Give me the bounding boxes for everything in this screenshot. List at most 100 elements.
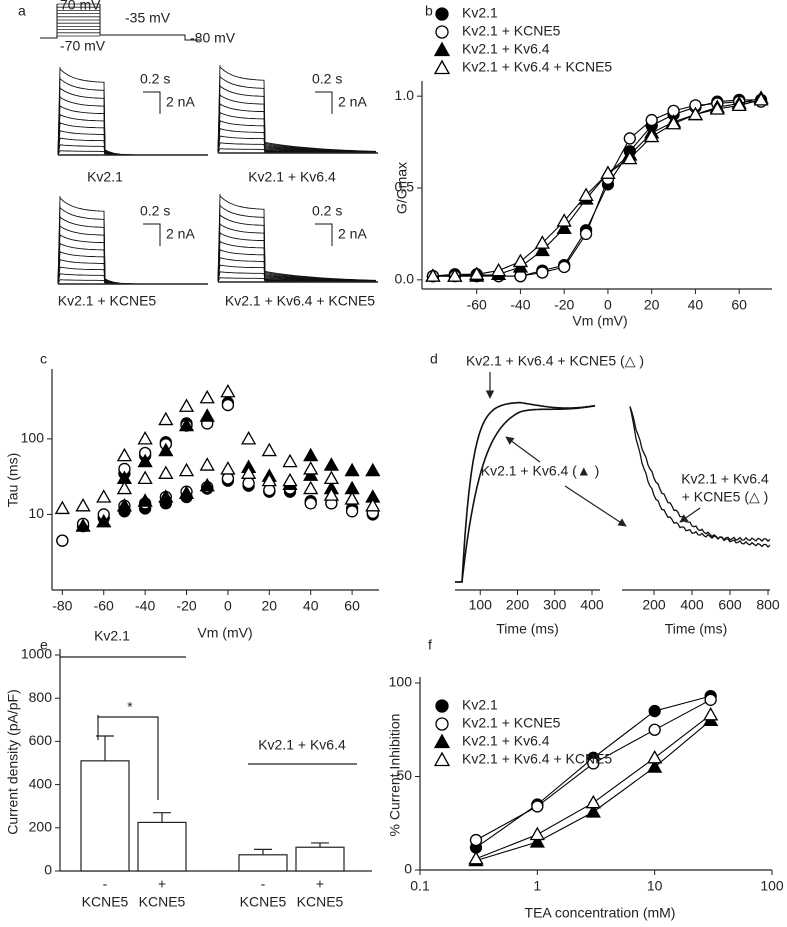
- group-label: Kv2.1 + Kv6.4: [258, 737, 346, 753]
- scale-bar: [143, 91, 161, 114]
- marker: [585, 794, 601, 809]
- marker: [261, 442, 277, 457]
- marker: [344, 491, 360, 505]
- marker: [587, 757, 600, 770]
- marker: [199, 389, 215, 404]
- scale-time: 0.2 s: [140, 203, 170, 219]
- annotation: Kv2.1 + Kv6.4: [681, 471, 769, 487]
- marker: [468, 850, 484, 865]
- marker: [534, 235, 550, 249]
- series-line: [432, 99, 762, 277]
- legend-marker: [435, 7, 449, 21]
- marker: [116, 480, 133, 495]
- marker: [199, 457, 215, 471]
- marker: [303, 480, 319, 495]
- marker: [585, 804, 601, 818]
- bar: [80, 760, 130, 872]
- marker: [556, 213, 572, 227]
- x-tick-label: -: [103, 876, 108, 892]
- y-tick-label: 1.0: [395, 87, 415, 103]
- marker: [261, 472, 277, 487]
- marker: [665, 115, 682, 130]
- panel-label: f: [428, 637, 432, 653]
- marker: [531, 800, 544, 813]
- x-tick-label: -20: [554, 297, 574, 313]
- legend-label: Kv2.1 + KCNE5: [462, 23, 561, 39]
- current-trace: [57, 242, 204, 285]
- y-tick-label: 0.5: [395, 179, 415, 195]
- marker: [199, 477, 215, 492]
- marker: [753, 92, 769, 106]
- marker: [304, 497, 317, 510]
- y-axis-label: G/Gmax: [394, 162, 410, 214]
- panel-label: d: [430, 351, 438, 367]
- x-tick-label: -: [261, 876, 266, 892]
- legend-label: Kv2.1: [462, 697, 498, 713]
- deactivation-trace: [629, 406, 771, 543]
- y-tick-label: 200: [29, 819, 53, 835]
- marker: [199, 408, 215, 422]
- legend-label: Kv2.1 + KCNE5: [462, 715, 561, 731]
- marker: [282, 472, 298, 487]
- marker: [240, 431, 257, 445]
- y-tick-label: 0.0: [395, 271, 415, 287]
- y-axis-label: Current density (pA/pF): [5, 689, 21, 835]
- marker: [647, 759, 663, 773]
- x-tick-label: 600: [718, 597, 742, 613]
- x-axis-label: Time (ms): [496, 621, 558, 637]
- series-line: [432, 97, 762, 277]
- x-tick-label: -60: [467, 297, 487, 313]
- marker: [490, 262, 507, 277]
- annotation: Kv2.1 + Kv6.4 + KCNE5 (△ ): [466, 353, 644, 369]
- series-line: [432, 101, 762, 277]
- marker: [344, 462, 360, 477]
- y-tick-label: 10: [28, 505, 44, 521]
- group-label: Kv2.1: [94, 628, 130, 644]
- series-line: [432, 99, 762, 277]
- significance: *: [127, 699, 133, 715]
- protocol-label: -70 mV: [60, 38, 106, 54]
- marker: [578, 187, 594, 201]
- marker: [365, 462, 381, 477]
- x-tick-label: 20: [644, 297, 660, 313]
- legend-marker: [435, 717, 449, 731]
- x-tick-label: 200: [642, 597, 666, 613]
- protocol-label: -35 mV: [125, 10, 171, 26]
- scale-bar: [143, 223, 161, 246]
- current-trace: [217, 213, 377, 283]
- trace-label: Kv2.1 + KCNE5: [58, 293, 157, 309]
- marker: [365, 497, 381, 512]
- trace-label: Kv2.1: [87, 169, 123, 185]
- x-tick-label: KCNE5: [240, 894, 287, 910]
- x-tick-label: 60: [731, 297, 747, 313]
- marker: [534, 242, 550, 257]
- protocol-label: -80 mV: [190, 30, 236, 46]
- x-tick-label: KCNE5: [139, 894, 186, 910]
- marker: [158, 411, 174, 426]
- arrow: [564, 485, 627, 527]
- marker: [54, 500, 70, 515]
- marker: [425, 268, 441, 282]
- y-axis-label: Tau (ms): [5, 453, 21, 507]
- marker: [242, 476, 255, 490]
- marker: [178, 462, 195, 477]
- marker: [178, 398, 195, 412]
- x-axis-label: Vm (mV): [197, 625, 252, 641]
- scale-bar: [315, 223, 333, 246]
- y-tick-label: 0: [404, 861, 412, 877]
- marker: [137, 431, 153, 445]
- marker: [529, 834, 545, 848]
- marker: [323, 470, 340, 485]
- x-axis-label: Vm (mV): [572, 313, 627, 329]
- legend-label: Kv2.1 + Kv6.4: [462, 733, 550, 749]
- error-bar: [153, 812, 171, 823]
- marker: [240, 465, 257, 479]
- y-tick-label: 600: [29, 732, 53, 748]
- protocol-line: [40, 4, 200, 41]
- bar: [295, 846, 345, 872]
- x-tick-label: 200: [506, 597, 530, 613]
- marker: [221, 398, 235, 412]
- legend-marker: [433, 733, 451, 749]
- error-bar: [311, 842, 329, 848]
